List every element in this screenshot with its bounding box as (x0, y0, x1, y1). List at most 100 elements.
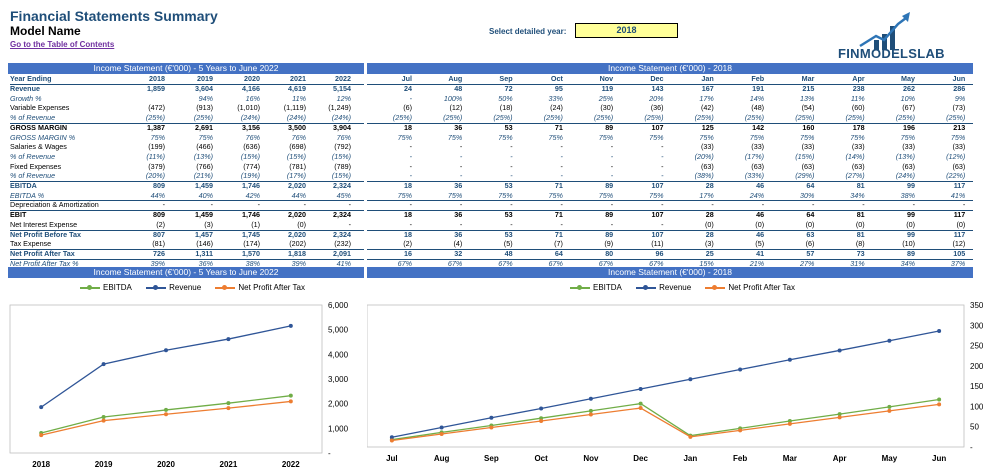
table-cell: (25%) (795, 113, 815, 123)
table-cell: 1,457 (195, 229, 213, 239)
table-cell: (174) (243, 239, 260, 249)
table-cell: 27% (800, 258, 815, 268)
table-cell: - (409, 151, 412, 161)
table-cell: 75% (447, 190, 463, 200)
table-row: Net Interest Expense (2) (3) (1) (0) - (10, 219, 364, 229)
model-name: Model Name (10, 24, 81, 38)
data-point (226, 406, 231, 411)
table-cell: (4) (453, 239, 463, 249)
table-cell: 75% (649, 132, 664, 142)
table-cell: 46 (756, 210, 765, 220)
table-cell: 53 (504, 122, 513, 132)
table-cell: (73) (952, 103, 966, 113)
table-row: Fixed Expenses (379) (766) (774) (781) (789) (10, 162, 364, 171)
table-cell: 36% (198, 258, 213, 268)
table-row: GROSS MARGIN 1,387 2,691 3,156 3,500 3,904 (10, 122, 364, 132)
table-row: EBITDA % 44% 40% 42% 44% 45% (10, 191, 364, 200)
data-point (887, 408, 892, 413)
y-tick-label: 2,000 (328, 400, 349, 409)
right-table-band: Income Statement (€'000) - 2018 (367, 63, 973, 74)
year-select-input[interactable]: 2018 (575, 23, 678, 38)
right-chart-legend: EBITDA Revenue Net Profit After Tax (570, 283, 807, 292)
table-cell: - (510, 171, 513, 181)
table-cell: 75% (198, 132, 213, 142)
table-cell: 99 (907, 181, 915, 190)
row-label: GROSS MARGIN % (10, 132, 76, 142)
table-cell: 75% (598, 132, 614, 142)
table-cell: 12% (336, 93, 351, 103)
table-row: - 100% 50% 33% 25% 20% 17% 14% 13% 11% 10% 9% (367, 93, 973, 103)
table-cell: 41% (336, 258, 351, 268)
table-row: Variable Expenses (472) (913) (1,010) (1,119… (10, 103, 364, 113)
table-cell: - (459, 171, 463, 181)
right_table-column-header: Sep (499, 74, 513, 83)
table-cell: 28 (705, 181, 714, 190)
table-cell: 67% (548, 258, 563, 268)
table-cell: 81 (856, 181, 865, 190)
table-cell: (25%) (493, 113, 513, 123)
table-cell: 89 (907, 248, 915, 258)
data-point (837, 412, 842, 417)
table-cell: 215 (802, 84, 815, 93)
data-point (226, 401, 231, 406)
table-cell: (0) (805, 219, 815, 229)
row-label: Net Profit Before Tax (10, 229, 81, 239)
table-cell: 2,691 (195, 122, 213, 132)
data-point (588, 412, 593, 417)
table-cell: (466) (196, 142, 213, 152)
table-cell: - (661, 151, 664, 161)
table-cell: (67) (902, 103, 915, 113)
table-row: Net Profit After Tax 726 1,311 1,570 1,818 2,… (10, 248, 364, 258)
data-point (837, 348, 842, 353)
table-cell: 196 (903, 122, 915, 132)
table-cell: 160 (802, 122, 815, 132)
table-cell: 1,746 (242, 181, 260, 190)
table-cell: 36 (454, 229, 463, 239)
x-tick-label: Nov (583, 454, 599, 463)
data-point (439, 425, 444, 430)
row-label: % of Revenue (10, 151, 56, 161)
toc-link[interactable]: Go to the Table of Contents (10, 40, 115, 49)
left_table-column-header: 2018 (149, 74, 165, 83)
data-point (288, 393, 293, 398)
table-cell: 1,459 (195, 181, 213, 190)
table-cell: 20% (649, 93, 664, 103)
table-cell: 75% (950, 132, 966, 142)
table-cell: (25%) (744, 113, 765, 123)
y-tick-label: 5,000 (328, 326, 349, 335)
table-cell: (24%) (895, 171, 915, 181)
x-tick-label: Mar (783, 454, 797, 463)
table-cell: (232) (334, 239, 351, 249)
table-row: - - - - - - (33) (33) (33) (33) (33) (33) (367, 142, 973, 152)
table-cell: 726 (153, 248, 165, 258)
table-cell: 1,818 (288, 248, 306, 258)
table-cell: 72 (504, 84, 513, 93)
right_table-column-header: Apr (852, 74, 865, 83)
table-cell: 75% (397, 190, 412, 200)
x-tick-label: 2021 (220, 460, 238, 469)
table-cell: 107 (651, 122, 664, 132)
table-cell: (33) (701, 142, 714, 152)
x-tick-label: Aug (434, 454, 450, 463)
y-tick-label: 150 (970, 382, 984, 391)
table-cell: 46 (756, 181, 765, 190)
table-cell: 67% (447, 258, 463, 268)
table-cell: - (560, 219, 563, 229)
table-cell: 25 (705, 248, 714, 258)
table-cell: (15%) (240, 151, 260, 161)
table-cell: - (459, 200, 463, 210)
table-cell: (1,119) (283, 103, 306, 113)
table-cell: 28 (705, 229, 714, 239)
table-cell: - (560, 171, 563, 181)
table-cell: (1) (251, 219, 260, 229)
plot-area (367, 304, 965, 448)
table-cell: (0) (755, 219, 765, 229)
table-cell: - (912, 200, 915, 210)
table-cell: 262 (903, 84, 915, 93)
table-cell: 10% (900, 93, 915, 103)
table-cell: 32 (454, 248, 463, 258)
table-cell: (25%) (594, 113, 614, 123)
table-cell: 31% (850, 258, 865, 268)
data-point (787, 357, 792, 362)
table-cell: 1,745 (242, 229, 260, 239)
